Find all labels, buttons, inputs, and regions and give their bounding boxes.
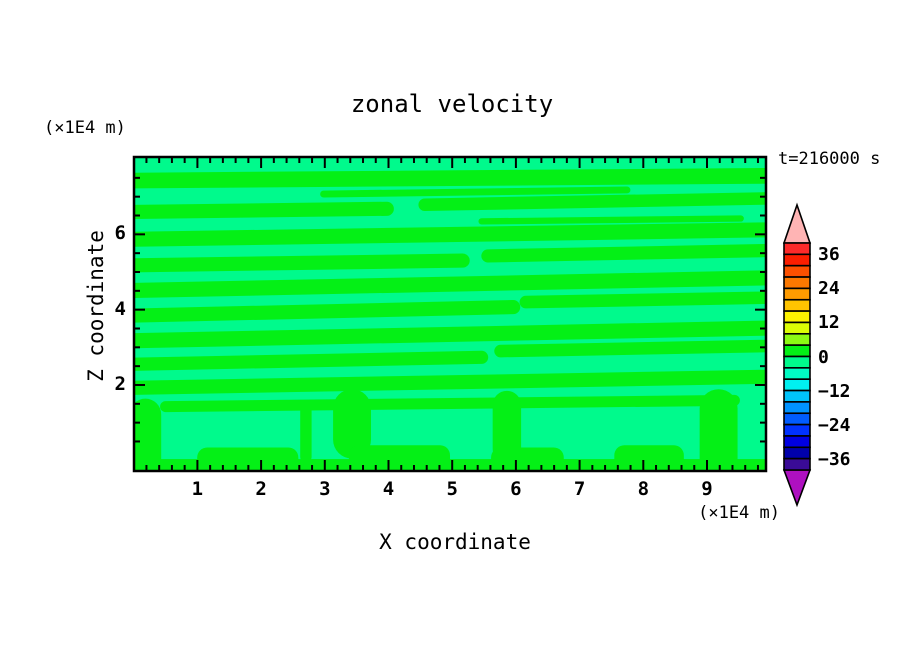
page-title: zonal velocity bbox=[350, 90, 554, 118]
colorbar-cell bbox=[783, 435, 811, 449]
colorbar-cell bbox=[783, 389, 811, 403]
colorbar-cell bbox=[783, 242, 811, 256]
velocity-bump bbox=[491, 447, 564, 471]
velocity-band bbox=[134, 222, 766, 247]
x-tick-label: 9 bbox=[701, 478, 713, 500]
colorbar-cell bbox=[783, 378, 811, 392]
x-tick-label: 8 bbox=[637, 478, 650, 500]
colorbar-cell bbox=[783, 412, 811, 426]
colorbar-tick-label: 36 bbox=[818, 244, 840, 266]
colorbar-over-arrow bbox=[782, 202, 812, 244]
colorbar-tick-label: −24 bbox=[818, 414, 851, 436]
colorbar-cell bbox=[783, 321, 811, 335]
x-tick-label: 6 bbox=[510, 478, 522, 500]
colorbar-cell bbox=[783, 310, 811, 324]
velocity-band bbox=[134, 350, 489, 371]
velocity-band bbox=[134, 253, 470, 273]
velocity-band bbox=[160, 394, 740, 413]
velocity-bump bbox=[614, 445, 684, 471]
colorbar-cell bbox=[783, 253, 811, 267]
plot-frame bbox=[132, 155, 768, 473]
colorbar-tick-label: −12 bbox=[818, 380, 851, 402]
velocity-band bbox=[418, 192, 766, 212]
colorbar-cell bbox=[783, 276, 811, 290]
colorbar-cell bbox=[783, 367, 811, 381]
colorbar-cell bbox=[783, 264, 811, 278]
velocity-band bbox=[320, 186, 631, 198]
velocity-band bbox=[134, 300, 521, 323]
velocity-band bbox=[134, 201, 394, 220]
y-tick-label: 4 bbox=[114, 297, 126, 320]
x-tick-label: 7 bbox=[573, 478, 586, 500]
y-tick-label: 2 bbox=[114, 372, 126, 395]
velocity-band bbox=[478, 215, 744, 225]
colorbar-tick-label: −36 bbox=[818, 448, 851, 470]
colorbar-cell bbox=[783, 355, 811, 369]
y-tick-label: 6 bbox=[114, 222, 126, 245]
colorbar-cell bbox=[783, 287, 811, 301]
velocity-bump bbox=[348, 445, 450, 471]
colorbar-cell bbox=[783, 332, 811, 346]
colorbar-cell bbox=[783, 423, 811, 437]
velocity-band bbox=[481, 243, 766, 263]
velocity-band bbox=[134, 369, 766, 395]
velocity-band bbox=[519, 291, 766, 309]
x-tick-label: 2 bbox=[255, 478, 267, 500]
contour-field bbox=[134, 157, 766, 471]
x-axis-unit-label: (×1E4 m) bbox=[698, 503, 780, 523]
colorbar-tick-label: 0 bbox=[818, 346, 829, 368]
y-axis-title: Z coordinate bbox=[84, 230, 108, 382]
x-tick-label: 4 bbox=[382, 478, 395, 500]
colorbar-cell bbox=[783, 298, 811, 312]
velocity-band bbox=[494, 339, 766, 358]
x-tick-label: 1 bbox=[191, 478, 204, 500]
time-annotation: t=216000 s bbox=[778, 149, 881, 169]
x-axis-title: X coordinate bbox=[379, 530, 531, 554]
x-tick-label: 5 bbox=[446, 478, 458, 500]
velocity-band bbox=[134, 270, 766, 298]
colorbar-cell bbox=[783, 446, 811, 460]
colorbar-tick-label: 24 bbox=[818, 278, 840, 300]
colorbar-cell bbox=[783, 401, 811, 415]
velocity-band bbox=[134, 167, 766, 189]
colorbar-under-arrow bbox=[782, 469, 812, 508]
colorbar bbox=[782, 202, 812, 508]
x-tick-label: 3 bbox=[319, 478, 331, 500]
colorbar-cell bbox=[783, 344, 811, 358]
colorbar-cell bbox=[783, 457, 811, 471]
velocity-bump bbox=[197, 447, 299, 471]
colorbar-tick-label: 12 bbox=[818, 312, 840, 334]
y-axis-unit-label: (×1E4 m) bbox=[44, 118, 126, 138]
velocity-band bbox=[510, 324, 738, 334]
